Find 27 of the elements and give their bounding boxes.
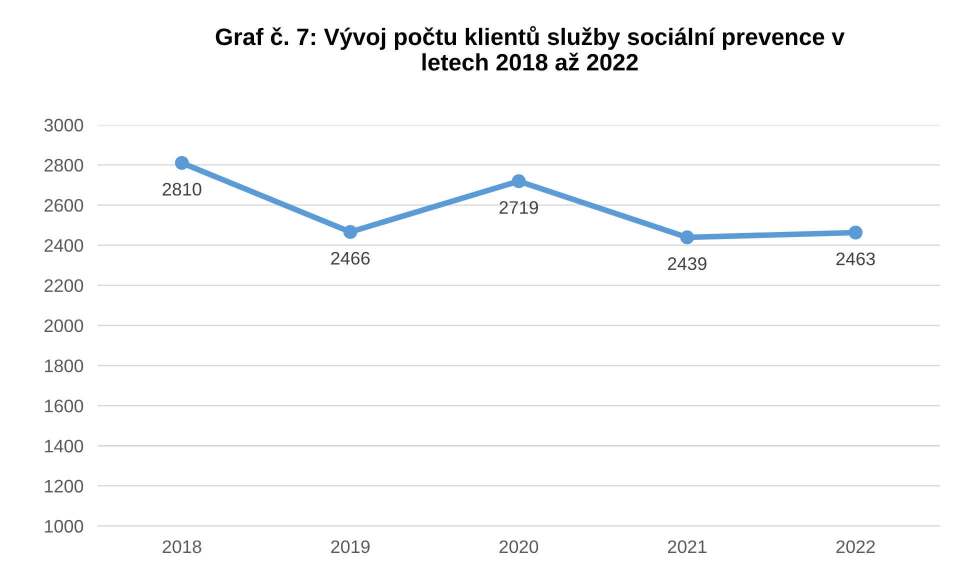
x-tick-label: 2018 <box>162 540 202 554</box>
point <box>680 230 694 244</box>
y-tick-label: 2600 <box>44 199 84 212</box>
x-tick-label: 2020 <box>500 540 538 554</box>
x-tick-label: 2019 <box>331 540 370 554</box>
y-tick-label: 1000 <box>45 520 84 533</box>
y-tick-label: 1800 <box>45 359 84 372</box>
y-tick-label: 2200 <box>44 279 84 292</box>
x-tick-label: 2022 <box>836 540 875 554</box>
point <box>512 174 526 188</box>
y-tick-label: 2400 <box>44 239 84 252</box>
point <box>174 156 189 170</box>
point <box>848 226 863 240</box>
x-tick-label: 2021 <box>668 540 706 554</box>
data-label: 2466 <box>331 252 370 265</box>
data-label: 2439 <box>668 257 706 270</box>
y-tick-label: 2000 <box>44 319 84 332</box>
data-label: 2463 <box>836 252 875 266</box>
point <box>343 225 358 239</box>
chart-title: Graf č. 7: Vývoj počtu klientů služby sociální prevence v letech 2018 až 2022 <box>216 26 845 71</box>
y-tick-label: 2800 <box>44 158 84 172</box>
data-label: 2810 <box>162 182 202 196</box>
y-tick-label: 1600 <box>45 400 84 412</box>
y-tick-label: 1400 <box>45 440 84 452</box>
y-tick-label: 3000 <box>44 118 84 132</box>
y-tick-label: 1200 <box>45 480 84 493</box>
data-label: 2719 <box>500 201 538 214</box>
